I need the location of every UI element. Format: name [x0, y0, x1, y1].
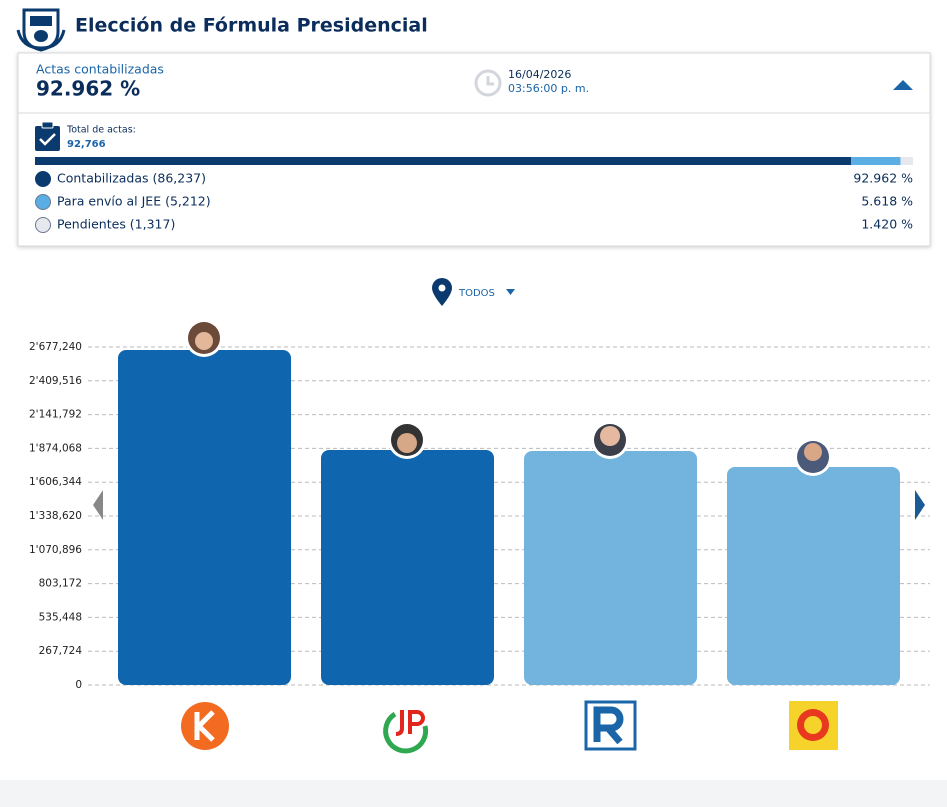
filter-caret[interactable] [506, 289, 515, 295]
y-tick-label: 2'677,240 [29, 341, 82, 353]
legend-label: Pendientes (1,317) [57, 217, 175, 232]
legend-dot [35, 217, 51, 233]
summary-card [17, 52, 931, 247]
time: 03:56:00 p. m. [508, 82, 589, 95]
footer-bg [0, 780, 947, 807]
bar [321, 450, 494, 685]
filter-label[interactable]: TODOS [458, 288, 495, 299]
next-arrow[interactable] [915, 490, 925, 520]
emblem [16, 8, 66, 52]
y-tick-label: 1'874,068 [29, 442, 82, 454]
check-icon [35, 121, 60, 151]
bar [727, 466, 900, 685]
y-tick-label: 535,448 [39, 611, 82, 623]
legend-label: Contabilizadas (86,237) [57, 171, 206, 186]
legend-dot [35, 171, 51, 187]
y-tick-label: 1'070,896 [29, 544, 82, 556]
summary-value: 92.962 % [36, 77, 140, 101]
location-pin[interactable] [432, 278, 452, 306]
page-title: Elección de Fórmula Presidencial [75, 15, 428, 37]
legend-label: Para envío al JEE (5,212) [57, 194, 211, 209]
prev-arrow[interactable] [93, 490, 103, 520]
progress-segment [851, 157, 901, 165]
y-tick-label: 803,172 [39, 578, 82, 590]
progress-segment [35, 157, 852, 165]
y-tick-label: 2'409,516 [29, 375, 82, 387]
pin-hole [438, 284, 446, 292]
y-tick-label: 1'606,344 [29, 476, 82, 488]
total-value: 92,766 [67, 139, 106, 150]
clock-icon [474, 69, 502, 97]
collapse-caret[interactable] [893, 80, 913, 90]
y-tick-label: 2'141,792 [29, 409, 82, 421]
total-label: Total de actas: [66, 125, 136, 136]
party-logos [181, 700, 838, 754]
y-tick-label: 0 [75, 679, 82, 691]
summary-label: Actas contabilizadas [36, 62, 164, 77]
legend-value: 1.420 % [861, 217, 913, 232]
legend-value: 5.618 % [861, 194, 913, 209]
y-tick-label: 1'338,620 [29, 510, 82, 522]
y-tick-label: 267,724 [39, 645, 83, 657]
legend-value: 92.962 % [853, 171, 913, 186]
progress-segment [900, 157, 913, 165]
date: 16/04/2026 [508, 68, 571, 81]
legend-dot [35, 194, 51, 210]
bar [118, 350, 291, 685]
candidate-photos [185, 319, 832, 476]
bar [524, 451, 697, 685]
